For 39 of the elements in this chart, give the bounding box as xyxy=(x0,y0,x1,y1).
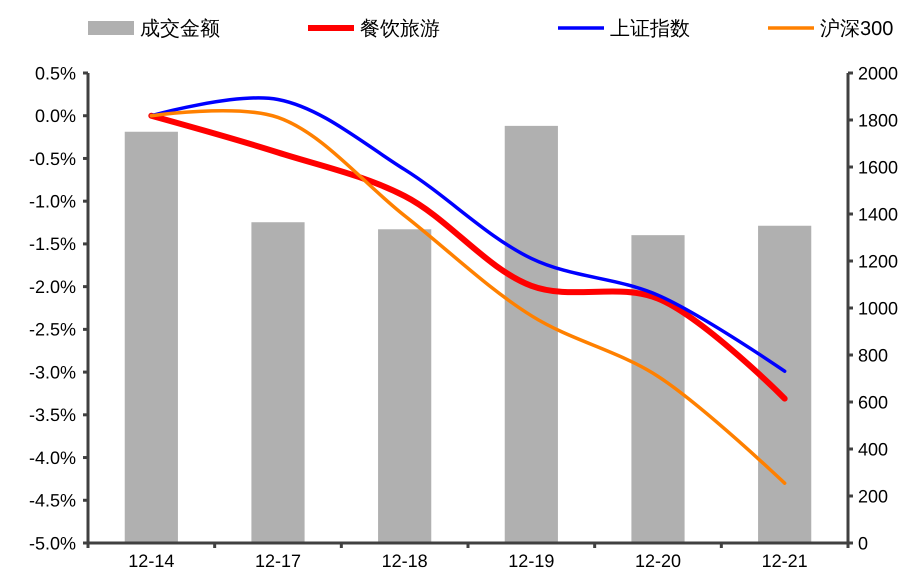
bar xyxy=(758,226,812,543)
legend-label: 沪深300 xyxy=(820,17,894,40)
y2-tick-label: 0 xyxy=(858,533,868,554)
y2-tick-label: 1400 xyxy=(858,204,898,224)
x-tick-label: 12-18 xyxy=(382,551,428,571)
y-tick-label: -0.5% xyxy=(28,148,76,169)
x-tick-label: 12-17 xyxy=(254,551,302,571)
bar xyxy=(124,132,178,543)
y2-tick-label: 1800 xyxy=(858,110,898,130)
y-tick-label: -1.0% xyxy=(28,191,76,212)
bar xyxy=(631,235,685,543)
y-tick-label: -1.5% xyxy=(28,234,76,254)
y2-tick-label: 1600 xyxy=(858,157,898,178)
legend-label: 餐饮旅游 xyxy=(360,18,440,40)
bar xyxy=(251,222,305,543)
y2-tick-label: 800 xyxy=(858,345,888,366)
y-tick-label: 0.5% xyxy=(34,63,76,84)
y2-tick-label: 2000 xyxy=(858,63,898,84)
y-tick-label: -2.0% xyxy=(28,276,76,297)
x-tick-label: 12-21 xyxy=(762,551,808,571)
y-tick-label: -4.0% xyxy=(28,448,76,468)
y2-tick-label: 1200 xyxy=(858,251,898,272)
bar xyxy=(504,126,558,543)
y-tick-label: -4.5% xyxy=(28,490,76,511)
y-tick-label: -5.0% xyxy=(28,533,76,554)
legend-label: 上证指数 xyxy=(610,18,690,40)
y2-tick-label: 600 xyxy=(858,392,888,412)
x-tick-label: 12-14 xyxy=(128,551,174,571)
y2-tick-label: 1000 xyxy=(858,298,898,318)
y2-tick-label: 200 xyxy=(858,486,888,506)
y-tick-label: -3.0% xyxy=(28,362,76,382)
y2-tick-label: 400 xyxy=(858,439,888,460)
x-tick-label: 12-19 xyxy=(508,551,554,571)
bar xyxy=(378,229,432,543)
x-tick-label: 12-20 xyxy=(634,551,682,571)
y-tick-label: 0.0% xyxy=(34,106,76,126)
y-tick-label: -2.5% xyxy=(28,320,76,340)
y-tick-label: -3.5% xyxy=(28,405,76,426)
legend-label: 成交金额 xyxy=(140,18,220,40)
